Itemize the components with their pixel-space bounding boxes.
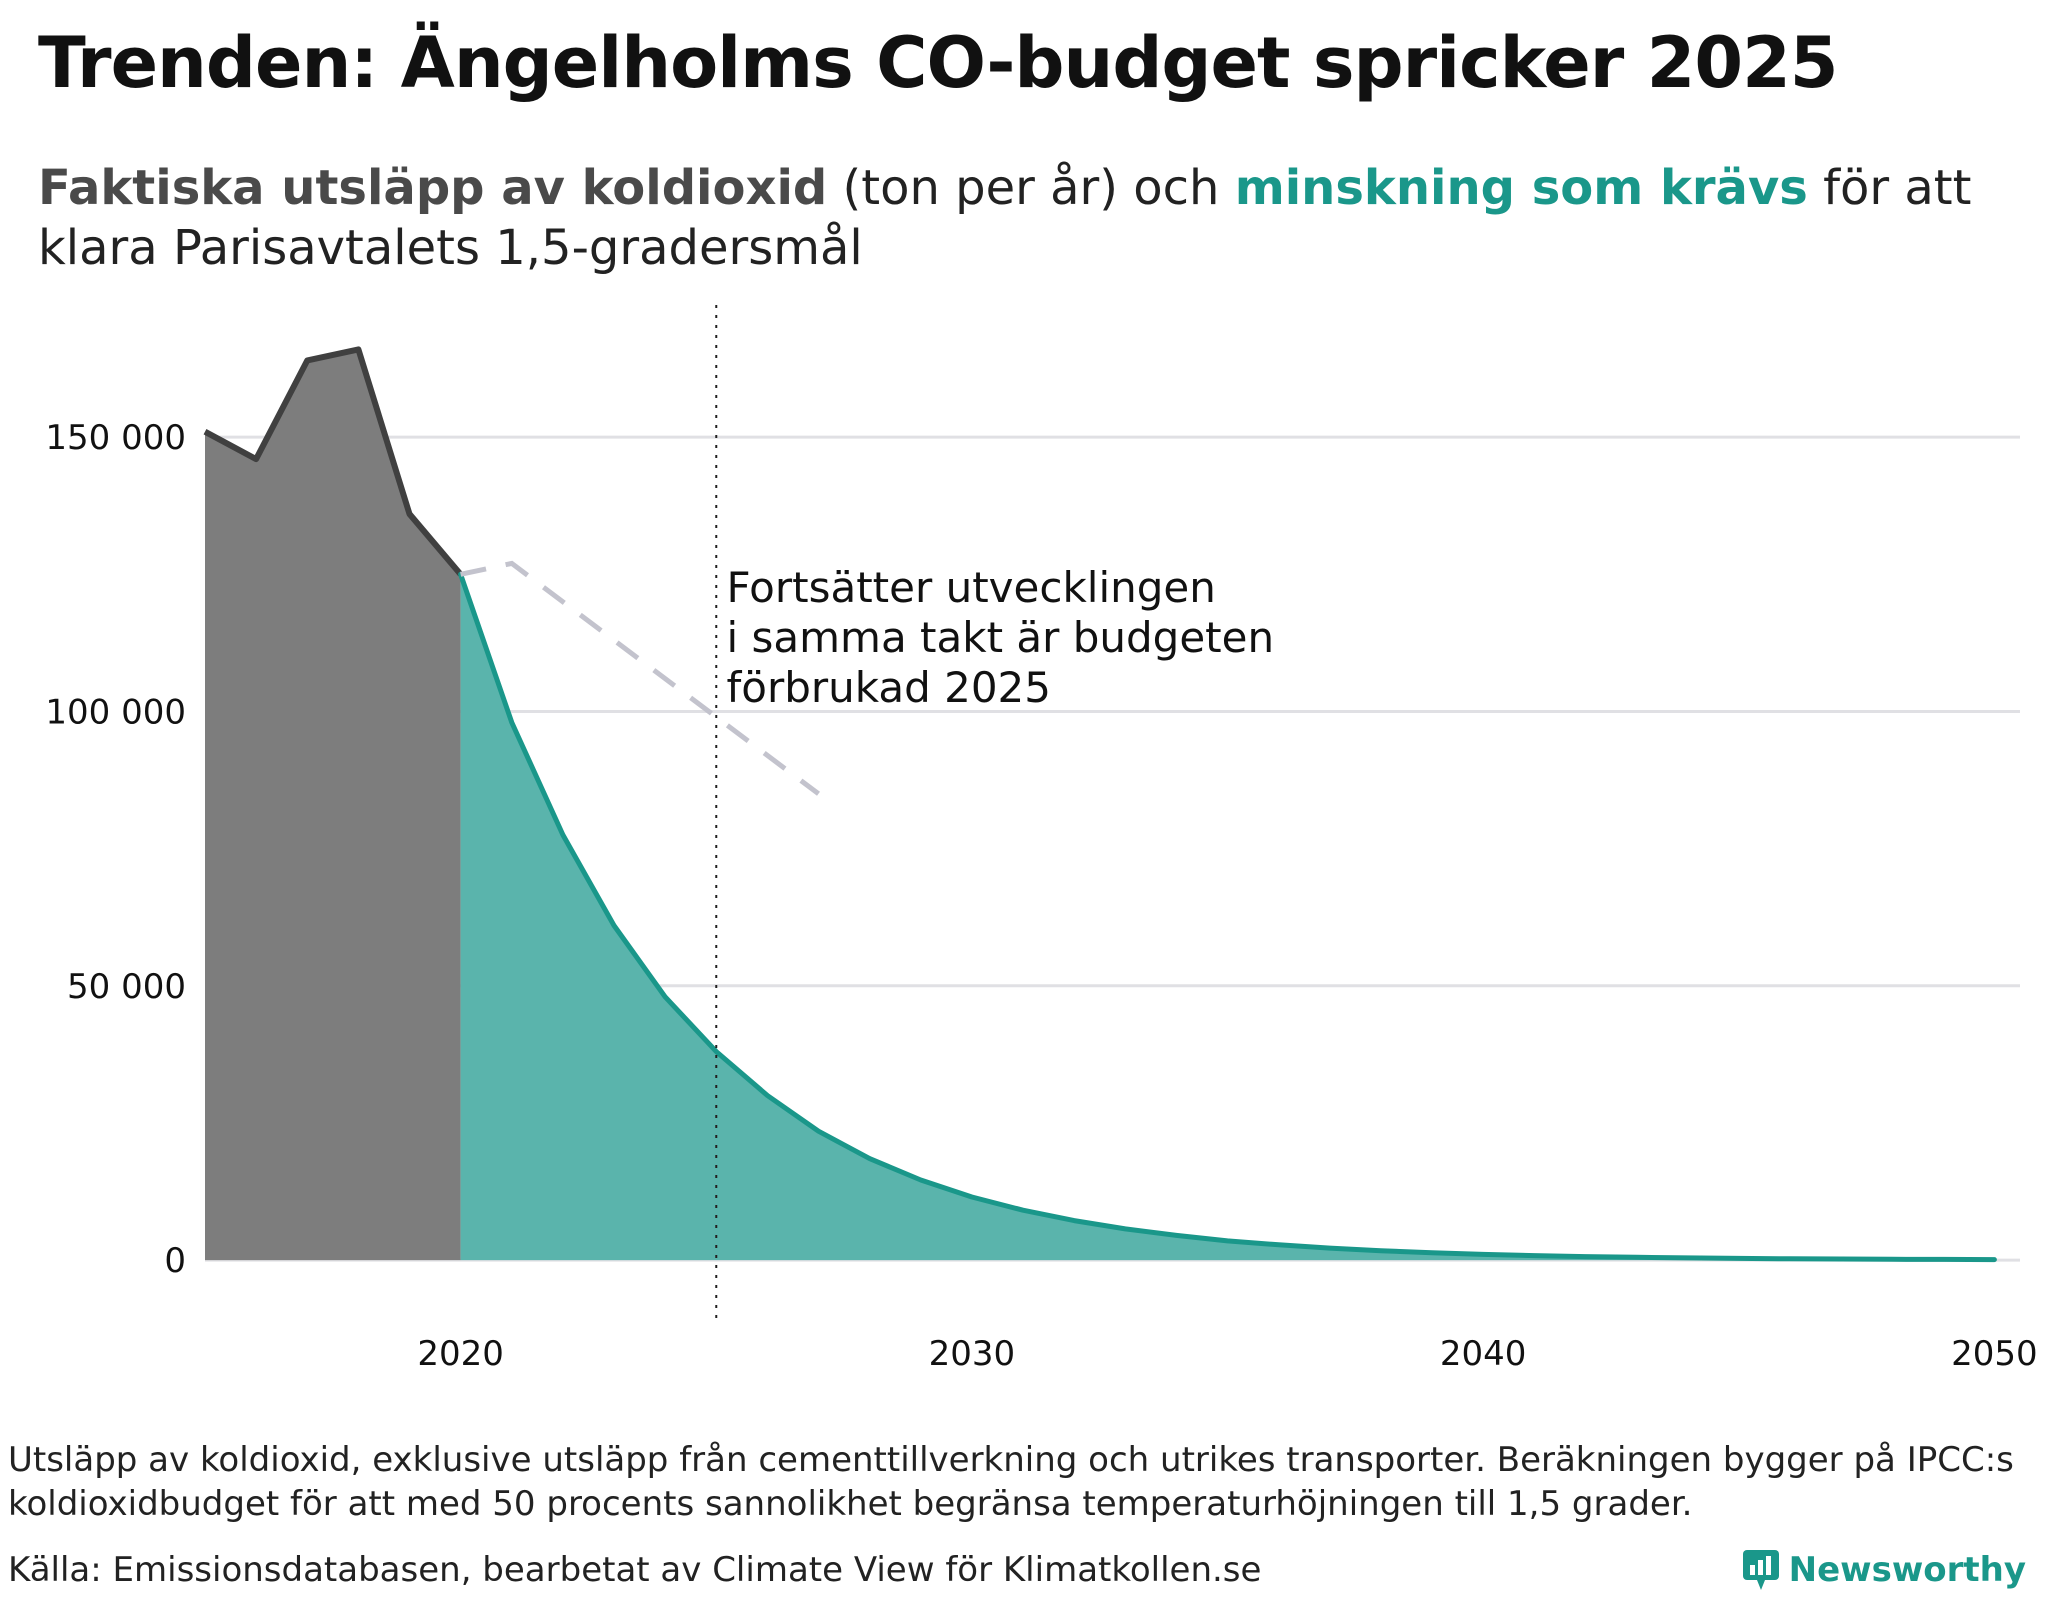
y-tick-label: 0	[164, 1241, 186, 1281]
subtitle-unit: (ton per år) och	[827, 160, 1235, 216]
x-tick-label: 2040	[1440, 1334, 1527, 1374]
annotation-line: förbrukad 2025	[726, 663, 1051, 712]
subtitle-goal: för att klara Parisavtalets 1,5-gradersm…	[38, 160, 1972, 276]
chart-title: Trenden: Ängelholms CO-budget spricker 2…	[38, 22, 1838, 104]
actual-emissions-line	[203, 346, 463, 577]
x-axis-ticks: 2020 2030 2040 2050	[417, 1334, 2037, 1374]
newsworthy-brand: Newsworthy	[1741, 1548, 2026, 1592]
y-tick-label: 50 000	[67, 967, 186, 1007]
y-tick-label: 150 000	[45, 418, 186, 458]
annotation-line: i samma takt är budgeten	[726, 613, 1274, 662]
annotation-line: Fortsätter utvecklingen	[726, 563, 1215, 612]
x-tick-label: 2050	[1951, 1334, 2038, 1374]
subtitle-required-reduction: minskning som krävs	[1234, 160, 1808, 216]
x-tick-label: 2020	[417, 1334, 504, 1374]
subtitle-actual-emissions: Faktiska utsläpp av koldioxid	[38, 160, 828, 216]
chart-subtitle: Faktiska utsläpp av koldioxid (ton per å…	[38, 158, 2018, 278]
budget-annotation: Fortsätter utvecklingen i samma takt är b…	[726, 563, 1274, 712]
y-tick-label: 100 000	[45, 692, 186, 732]
required-reduction-line	[458, 571, 1997, 1263]
required-reduction-area	[460, 574, 1995, 1261]
emissions-chart: 0 50 000 100 000 150 000 2020 2030 2040 2050 F…	[45, 305, 2038, 1374]
actual-emissions-area	[205, 349, 461, 1261]
newsworthy-logo-icon	[1742, 1550, 1779, 1590]
source-note: Källa: Emissionsdatabasen, bearbetat av …	[8, 1550, 1262, 1590]
footnote: Utsläpp av koldioxid, exklusive utsläpp …	[8, 1440, 2014, 1524]
trend-projection-line	[460, 560, 821, 796]
x-tick-label: 2030	[929, 1334, 1016, 1374]
brand-name: Newsworthy	[1788, 1550, 2026, 1590]
y-axis-ticks: 0 50 000 100 000 150 000	[45, 418, 186, 1281]
